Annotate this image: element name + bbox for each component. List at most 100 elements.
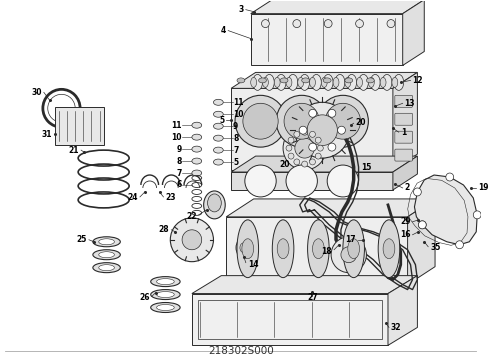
Ellipse shape	[157, 292, 174, 298]
Text: 8: 8	[177, 157, 182, 166]
FancyBboxPatch shape	[395, 149, 413, 161]
Ellipse shape	[214, 123, 223, 129]
Ellipse shape	[310, 77, 316, 87]
Circle shape	[182, 230, 202, 250]
Circle shape	[446, 173, 454, 181]
Text: 21: 21	[69, 145, 79, 154]
Ellipse shape	[324, 20, 332, 28]
Ellipse shape	[208, 194, 221, 212]
Text: 11: 11	[172, 121, 182, 130]
Ellipse shape	[321, 77, 327, 87]
Circle shape	[286, 165, 318, 197]
Ellipse shape	[308, 220, 329, 278]
Ellipse shape	[370, 75, 380, 90]
Polygon shape	[226, 199, 435, 217]
Ellipse shape	[240, 243, 248, 253]
Ellipse shape	[276, 75, 286, 90]
Polygon shape	[403, 0, 424, 66]
Circle shape	[294, 159, 300, 165]
Text: 35: 35	[430, 243, 441, 252]
Circle shape	[456, 241, 464, 249]
Circle shape	[341, 247, 357, 263]
Text: 19: 19	[478, 184, 489, 193]
Circle shape	[302, 129, 308, 135]
Circle shape	[284, 103, 319, 139]
Ellipse shape	[192, 146, 202, 152]
FancyBboxPatch shape	[395, 131, 413, 143]
Ellipse shape	[263, 77, 269, 87]
Circle shape	[288, 153, 294, 159]
Polygon shape	[231, 88, 393, 170]
Ellipse shape	[192, 158, 202, 164]
Ellipse shape	[277, 239, 289, 259]
Polygon shape	[393, 156, 417, 190]
Text: 28: 28	[159, 225, 170, 234]
Text: 9: 9	[233, 122, 238, 131]
Ellipse shape	[378, 220, 400, 278]
Text: 25: 25	[76, 235, 87, 244]
Polygon shape	[415, 175, 477, 245]
Circle shape	[309, 143, 317, 151]
Ellipse shape	[99, 252, 115, 258]
Circle shape	[414, 188, 421, 196]
Ellipse shape	[382, 75, 392, 90]
Text: 218302S000: 218302S000	[208, 346, 274, 356]
Ellipse shape	[192, 170, 202, 176]
Ellipse shape	[157, 279, 174, 285]
Circle shape	[283, 126, 326, 170]
Ellipse shape	[300, 75, 310, 90]
Circle shape	[171, 218, 214, 262]
Text: 7: 7	[233, 145, 239, 154]
Text: 17: 17	[345, 235, 356, 244]
Polygon shape	[408, 199, 435, 285]
Text: 14: 14	[248, 260, 258, 269]
Circle shape	[328, 143, 336, 151]
Ellipse shape	[293, 20, 301, 28]
Ellipse shape	[274, 77, 280, 87]
Ellipse shape	[288, 75, 298, 90]
Circle shape	[295, 102, 350, 158]
Ellipse shape	[280, 78, 288, 83]
Ellipse shape	[93, 263, 121, 273]
Ellipse shape	[99, 265, 115, 271]
Ellipse shape	[347, 75, 357, 90]
Bar	[198, 300, 382, 339]
Ellipse shape	[335, 75, 345, 90]
Circle shape	[315, 153, 321, 159]
Ellipse shape	[93, 237, 121, 247]
Ellipse shape	[387, 20, 395, 28]
Circle shape	[235, 95, 286, 147]
Ellipse shape	[253, 75, 263, 90]
Ellipse shape	[368, 77, 374, 87]
Circle shape	[276, 95, 327, 147]
Text: 9: 9	[177, 145, 182, 154]
Text: 22: 22	[186, 212, 197, 221]
Circle shape	[310, 131, 316, 137]
Text: 23: 23	[166, 193, 176, 202]
Ellipse shape	[192, 134, 202, 140]
Text: 27: 27	[307, 293, 318, 302]
Ellipse shape	[242, 239, 254, 259]
Ellipse shape	[251, 77, 257, 87]
Ellipse shape	[236, 238, 252, 258]
Ellipse shape	[286, 77, 292, 87]
Circle shape	[310, 159, 316, 165]
Ellipse shape	[151, 289, 180, 300]
Text: 3: 3	[239, 5, 244, 14]
Text: 10: 10	[172, 133, 182, 142]
Ellipse shape	[204, 191, 225, 219]
Ellipse shape	[323, 78, 331, 83]
Text: 15: 15	[362, 163, 372, 172]
Text: 5: 5	[219, 116, 224, 125]
Circle shape	[243, 103, 278, 139]
Bar	[54, 107, 104, 145]
Ellipse shape	[313, 239, 324, 259]
Circle shape	[245, 165, 276, 197]
Ellipse shape	[380, 77, 386, 87]
Ellipse shape	[383, 239, 395, 259]
Circle shape	[328, 109, 336, 117]
Ellipse shape	[214, 111, 223, 117]
Circle shape	[325, 103, 361, 139]
Ellipse shape	[345, 78, 353, 83]
Text: 10: 10	[233, 110, 244, 119]
